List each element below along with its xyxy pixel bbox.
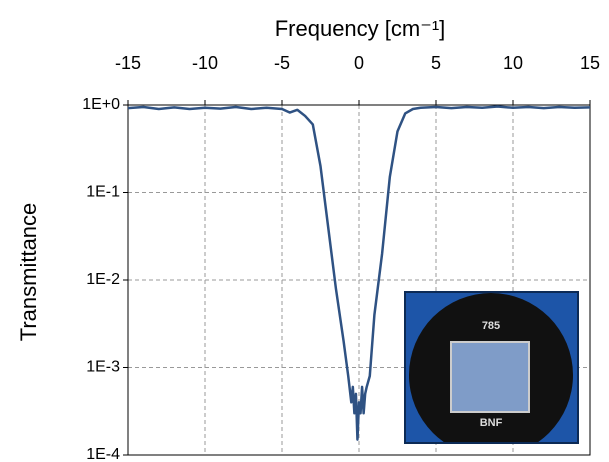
data-line: [127, 105, 591, 441]
y-tick-label: 1E-4: [86, 446, 120, 462]
y-tick-label: 1E-3: [86, 359, 120, 376]
inset-photo: 785 BNF: [404, 291, 579, 444]
filter-glass: [450, 341, 530, 413]
x-tick-label: 10: [503, 53, 523, 73]
x-tick-label: 15: [580, 53, 600, 73]
inset-label: 785: [482, 320, 500, 332]
x-axis-title: Frequency [cm⁻¹]: [275, 16, 446, 41]
x-tick-label: -15: [115, 53, 141, 73]
x-tick-label: 5: [431, 53, 441, 73]
y-tick-label: 1E-2: [86, 271, 120, 288]
y-tick-label: 1E+0: [82, 96, 120, 113]
x-tick-label: -10: [192, 53, 218, 73]
x-tick-label: 0: [354, 53, 364, 73]
y-axis-title: Transmittance: [16, 203, 41, 342]
y-tick-label: 1E-1: [86, 184, 120, 201]
inset-label: BNF: [480, 417, 503, 429]
x-tick-label: -5: [274, 53, 290, 73]
plot-frame: [127, 104, 591, 456]
